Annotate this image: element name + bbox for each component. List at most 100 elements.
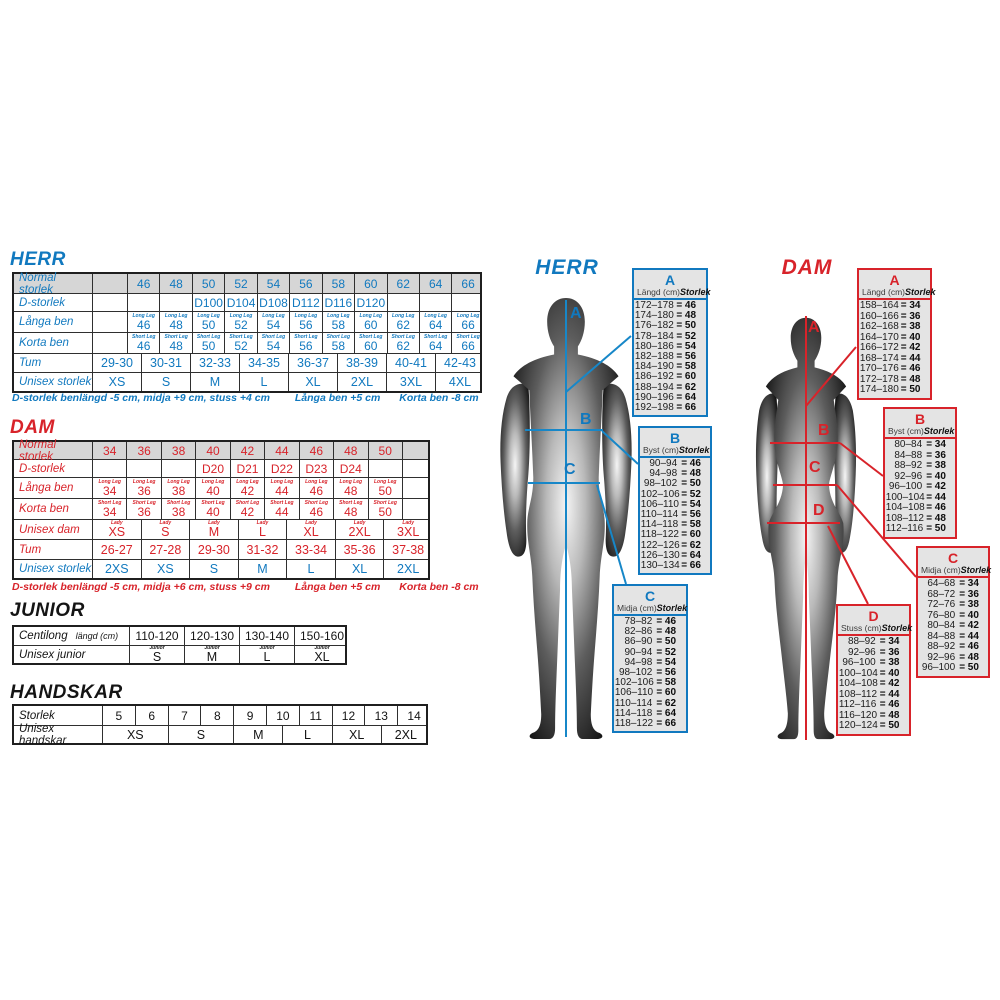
dam-row-label: Korta ben bbox=[19, 503, 69, 515]
dam-row-label: Unisex dam bbox=[19, 523, 80, 536]
herr-row-label: Korta ben bbox=[19, 337, 69, 349]
herr-c-head: Midja (cm) Storlek bbox=[617, 603, 688, 613]
herr-cell: Long Leg 60 bbox=[354, 312, 386, 332]
dam-c-letter: C bbox=[947, 550, 959, 566]
dam-cell: 34 bbox=[92, 442, 126, 459]
herr-b-letter: B bbox=[669, 430, 681, 446]
dam-footnote-langa: Långa ben +5 cm bbox=[294, 581, 381, 593]
dam-c-rows: 64–68 = 34 68–72 = 36 72–76 = 38 76–80 = 40 80–8… bbox=[918, 576, 988, 674]
measure-row: 168–174 = 44 bbox=[859, 352, 921, 364]
herr-cell: D112 bbox=[289, 294, 321, 311]
measure-row: 88–92 = 46 bbox=[927, 641, 979, 652]
measure-row: 102–106 = 52 bbox=[640, 488, 701, 500]
dam-cell: Lady M bbox=[189, 520, 238, 539]
dam-c-measure-table: C Midja (cm) Storlek 64–68 = 34 68–72 = 36 72–7… bbox=[916, 546, 991, 678]
herr-cell: Short Leg 62 bbox=[386, 333, 419, 353]
measure-row: 118–122 = 60 bbox=[640, 529, 701, 541]
herr-cell: Long Leg 54 bbox=[256, 312, 289, 332]
measure-row: 76–80 = 40 bbox=[927, 609, 979, 621]
junior-size-table: Centilong längd (cm) 110-120 120-130 130-140… bbox=[12, 625, 347, 665]
dam-cell: Short Leg 36 bbox=[126, 499, 160, 519]
dam-heading: DAM bbox=[10, 417, 55, 438]
herr-cell bbox=[386, 294, 419, 311]
herr-row-label: D-storlek bbox=[19, 296, 66, 309]
herr-cell: 62 bbox=[386, 274, 419, 293]
dam-d-head: Stuss (cm) Storlek bbox=[841, 623, 913, 633]
measure-row: 120–124 = 50 bbox=[838, 720, 900, 731]
herr-cell: 50 bbox=[191, 274, 224, 293]
herr-row-label: Normal storlek bbox=[19, 271, 57, 296]
herr-footnote: D-storlek benlängd -5 cm, midja +9 cm, s… bbox=[12, 392, 479, 404]
herr-cell: 34-35 bbox=[239, 354, 288, 372]
measure-row: 98–102 = 50 bbox=[643, 478, 701, 490]
dam-row-label: Långa ben bbox=[19, 482, 74, 494]
dam-row-4: Unisex dam Lady XS Lady S Lady M Lady L Lady XL Lad… bbox=[14, 519, 428, 539]
dam-cell: Lady 2XL bbox=[334, 520, 384, 539]
herr-row-3: Korta ben Short Leg 46 Short Leg 48 Short Leg… bbox=[14, 332, 480, 353]
measure-row: 164–170 = 40 bbox=[859, 331, 921, 343]
dam-cell: Long Leg 44 bbox=[264, 478, 298, 498]
dam-cell: Long Leg 42 bbox=[229, 478, 264, 498]
herr-cell: 2XL bbox=[337, 373, 386, 391]
handskar-cell: 10 bbox=[265, 706, 299, 725]
herr-cell: Short Leg 54 bbox=[256, 333, 289, 353]
junior-cell: 130-140 bbox=[239, 627, 294, 645]
herr-cell: 3XL bbox=[386, 373, 435, 391]
dam-cell: D23 bbox=[298, 460, 333, 477]
herr-size-table: Normal storlek 46 48 50 52 54 56 58 60 62 64 66 D-st… bbox=[12, 272, 482, 393]
dam-b-head: Byst (cm) Storlek bbox=[888, 426, 955, 436]
measure-row: 184–190 = 58 bbox=[634, 361, 697, 373]
dam-cell: Short Leg 40 bbox=[195, 499, 229, 519]
herr-cell bbox=[92, 333, 127, 353]
dam-cell: 2XL bbox=[383, 560, 432, 578]
measure-row: 186–192 = 60 bbox=[634, 371, 697, 383]
dam-cell: D21 bbox=[229, 460, 264, 477]
dam-cell bbox=[367, 460, 402, 477]
herr-cell: 29-30 bbox=[92, 354, 141, 372]
measure-row: 96–100 = 50 bbox=[921, 662, 979, 673]
measure-row: 84–88 = 36 bbox=[894, 449, 946, 461]
measure-row: 94–98 = 48 bbox=[649, 468, 701, 480]
measure-row: 90–94 = 52 bbox=[624, 646, 677, 658]
dam-cell: Long Leg 40 bbox=[195, 478, 229, 498]
herr-footnote-korta: Korta ben -8 cm bbox=[399, 392, 479, 404]
measure-row: 174–180 = 48 bbox=[634, 310, 697, 322]
handskar-cell: 8 bbox=[200, 706, 233, 725]
herr-cell: S bbox=[141, 373, 190, 391]
measure-row: 106–110 = 60 bbox=[614, 687, 677, 699]
herr-cell bbox=[418, 294, 451, 311]
measure-row: 96–100 = 42 bbox=[888, 481, 946, 492]
handskar-cell: L bbox=[282, 726, 331, 743]
herr-b-head: Byst (cm) Storlek bbox=[643, 445, 710, 455]
herr-a-measure-table: A Längd (cm) Storlek 172–178 = 46 174–180 = 48… bbox=[632, 268, 711, 418]
measure-row: 96–100 = 38 bbox=[842, 657, 900, 668]
handskar-row-0: Storlek 5 6 7 8 9 10 11 12 13 14 bbox=[14, 706, 426, 725]
herr-cell: 30-31 bbox=[141, 354, 190, 372]
handskar-cell: 5 bbox=[102, 706, 135, 725]
herr-cell: Long Leg 50 bbox=[191, 312, 224, 332]
dam-cell bbox=[401, 499, 432, 519]
dam-cell: D24 bbox=[333, 460, 367, 477]
dam-cell: 27-28 bbox=[140, 540, 190, 559]
dam-cell bbox=[401, 442, 432, 459]
herr-row-5: Unisex storlek XS S M L XL 2XL 3XL 4XL bbox=[14, 372, 480, 391]
junior-row-1: Unisex junior Junior S Junior M Junior L Junior… bbox=[14, 645, 345, 663]
herr-cell: Short Leg 48 bbox=[159, 333, 191, 353]
measure-row: 116–120 = 48 bbox=[838, 709, 900, 721]
dam-cell: 29-30 bbox=[189, 540, 238, 559]
measure-row: 176–182 = 50 bbox=[634, 320, 697, 332]
handskar-cell: XS bbox=[102, 726, 168, 743]
herr-cell: D120 bbox=[354, 294, 386, 311]
measure-row: 172–178 = 46 bbox=[634, 300, 697, 311]
dam-a-measure-table: A Längd (cm) Storlek 158–164 = 34 160–166 = 36… bbox=[857, 268, 936, 400]
herr-cell: 48 bbox=[159, 274, 191, 293]
dam-b-letter: B bbox=[914, 411, 926, 427]
handskar-cell: 13 bbox=[364, 706, 397, 725]
dam-footnote: D-storlek benlängd -5 cm, midja +6 cm, s… bbox=[12, 581, 479, 593]
measure-row: 94–98 = 54 bbox=[624, 656, 677, 668]
herr-cell: 36-37 bbox=[288, 354, 337, 372]
herr-cell: L bbox=[239, 373, 288, 391]
dam-cell: 42 bbox=[229, 442, 264, 459]
herr-a-letter: A bbox=[664, 272, 676, 288]
measure-row: 82–86 = 48 bbox=[624, 626, 677, 638]
